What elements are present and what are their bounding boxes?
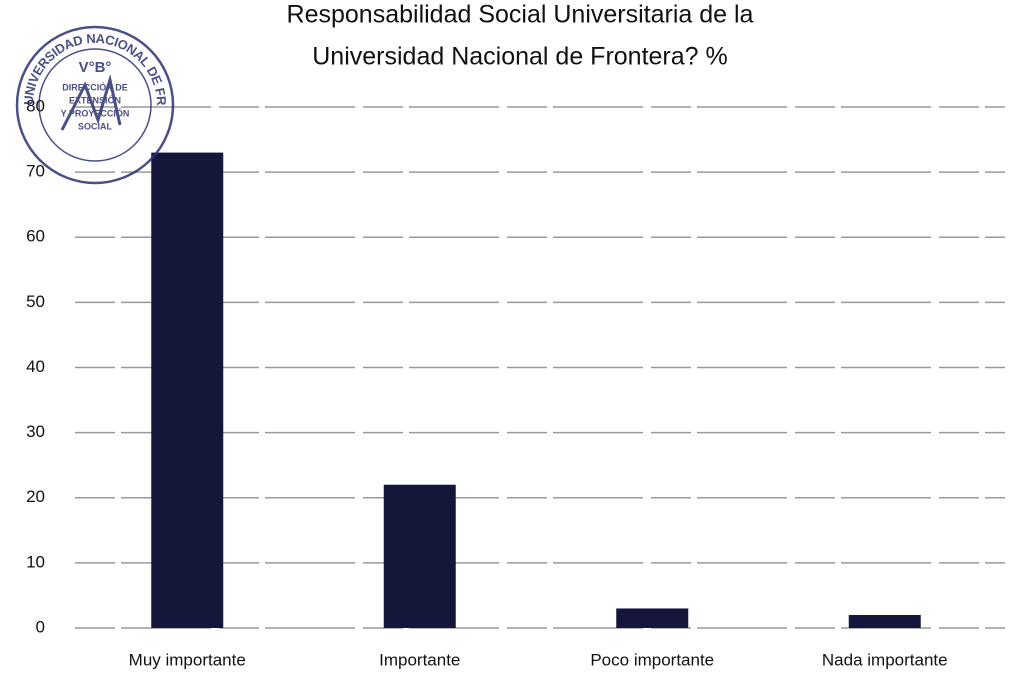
stamp: UNIVERSIDAD NACIONAL DE FRONTERA V°B° DI… (0, 0, 175, 185)
x-tick-label: Importante (379, 650, 460, 669)
stamp-line: SOCIAL (78, 121, 113, 131)
bar (383, 484, 456, 628)
chart-title: Responsabilidad Social Universitaria de … (287, 1, 754, 29)
x-tick-label: Muy importante (129, 650, 246, 669)
y-tick-label: 60 (26, 227, 45, 246)
bar (151, 152, 224, 628)
y-tick-label: 0 (36, 617, 45, 636)
x-tick-label: Poco importante (590, 650, 714, 669)
stamp-line: EXTENSIÓN (69, 94, 121, 105)
y-tick-label: 50 (26, 292, 45, 311)
stamp-signature (60, 74, 122, 131)
stamp-ring (15, 25, 175, 185)
x-tick-label: Nada importante (822, 650, 948, 669)
stamp-line: DIRECCIÓN DE (62, 81, 128, 92)
y-tick-label: 70 (26, 162, 45, 181)
bar (848, 614, 921, 628)
y-tick-label: 80 (26, 96, 45, 115)
chart-title: Universidad Nacional de Frontera? % (312, 43, 728, 71)
y-tick-label: 40 (26, 357, 45, 376)
stamp-ring (38, 48, 152, 162)
stamp-mark: V°B° (79, 59, 112, 76)
y-tick-label: 30 (26, 422, 45, 441)
bar (616, 608, 689, 628)
y-tick-label: 20 (26, 487, 45, 506)
y-tick-label: 10 (26, 552, 45, 571)
